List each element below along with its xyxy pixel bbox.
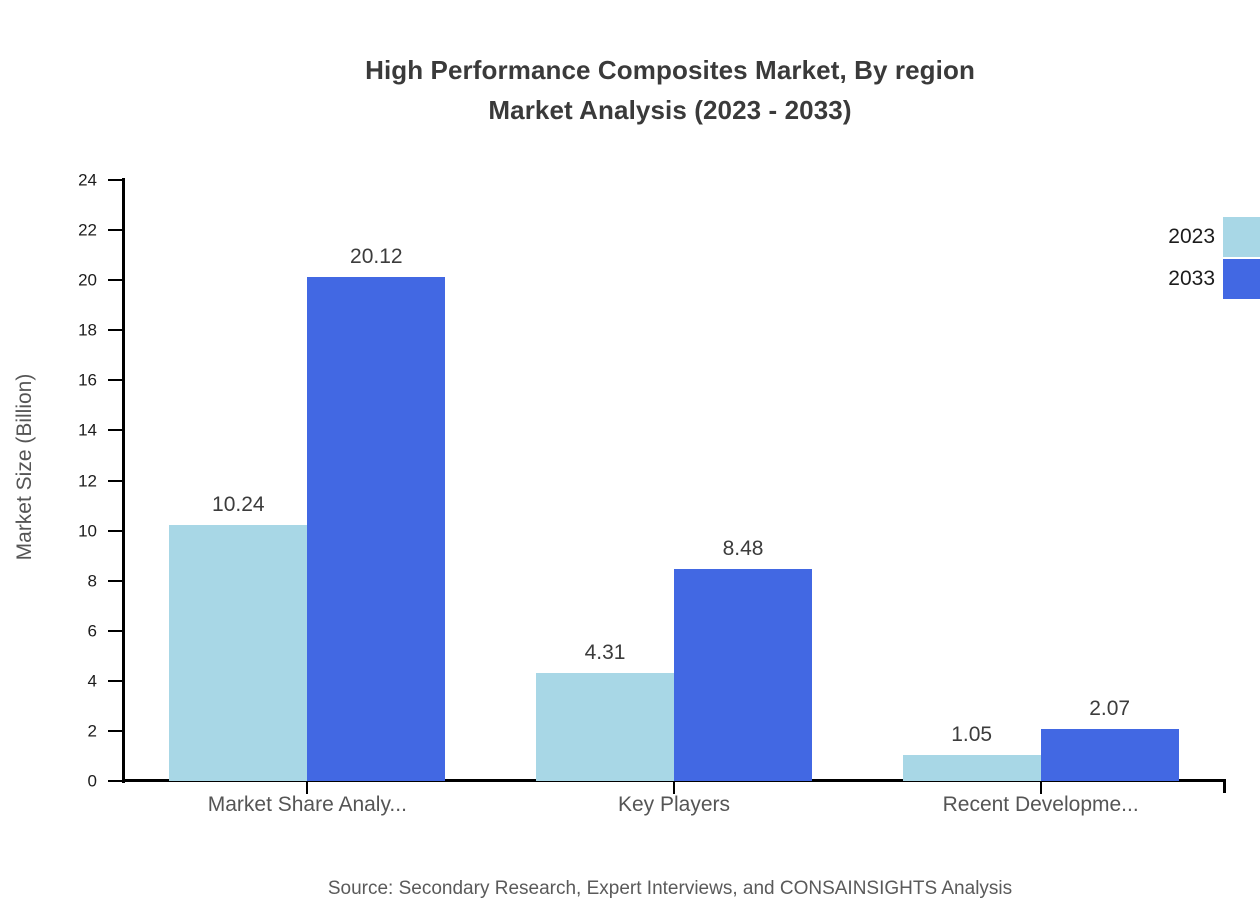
- legend-item[interactable]: 2023: [1120, 216, 1260, 258]
- x-axis-tick: [306, 781, 309, 794]
- x-axis-tick: [1039, 781, 1042, 794]
- bar-value-label: 8.48: [722, 536, 764, 560]
- bar-value-label: 1.05: [951, 722, 993, 746]
- y-axis-tick-label: 4: [87, 671, 97, 691]
- y-axis-tick-label: 0: [87, 771, 97, 791]
- bar-value-label: 20.12: [350, 245, 403, 269]
- y-axis-tick: [108, 179, 124, 181]
- bar[interactable]: [1040, 729, 1179, 781]
- x-axis-category-label: Key Players: [617, 793, 731, 816]
- y-axis-tick-label: 6: [87, 621, 97, 641]
- legend-item-label: 2023: [1168, 225, 1215, 248]
- y-axis-tick: [108, 479, 124, 482]
- x-axis-tick: [673, 781, 675, 794]
- y-axis-tick-label: 8: [87, 571, 97, 591]
- x-axis-end-cap: [1223, 779, 1226, 793]
- x-axis-category-label: Market Share Analy...: [207, 793, 407, 816]
- bar[interactable]: [536, 673, 674, 781]
- bar[interactable]: [307, 277, 446, 781]
- y-axis-tick-label: 22: [78, 220, 97, 240]
- bar-value-label: 4.31: [584, 641, 626, 665]
- y-axis-tick: [108, 629, 124, 632]
- bars-layer: 10.24 20.12 4.31 8.48 1.05 2.07: [124, 180, 1224, 781]
- legend-color-swatch: [1223, 217, 1260, 257]
- legend-item[interactable]: 2033: [1120, 258, 1260, 300]
- chart-title: High Performance Composites Market, By r…: [0, 50, 1260, 130]
- legend-color-swatch: [1223, 259, 1260, 299]
- bar[interactable]: [674, 568, 812, 781]
- y-axis-tick: [108, 429, 124, 432]
- chart-title-line-1: High Performance Composites Market, By r…: [365, 55, 975, 85]
- y-axis-tick: [108, 679, 124, 682]
- chart-title-line-2: Market Analysis (2023 - 2033): [488, 95, 852, 125]
- x-axis-category-label: Recent Developme...: [942, 793, 1139, 816]
- bar-value-label: 10.24: [212, 492, 265, 516]
- bar[interactable]: [169, 524, 308, 781]
- y-axis-tick-label: 10: [78, 521, 97, 541]
- y-axis-tick: [108, 729, 124, 732]
- y-axis-tick-label: 24: [78, 170, 97, 190]
- y-axis-tick-label: 12: [78, 471, 97, 490]
- y-axis-tick: [108, 529, 124, 532]
- y-axis-tick: [108, 579, 124, 582]
- y-axis-tick: [108, 780, 124, 782]
- bar[interactable]: [902, 754, 1041, 781]
- y-axis-tick-label: 2: [87, 721, 97, 741]
- y-axis-tick-label: 20: [78, 270, 97, 290]
- bar-value-label: 2.07: [1089, 697, 1131, 721]
- source-note: Source: Secondary Research, Expert Inter…: [327, 878, 1013, 899]
- y-axis-tick: [108, 229, 124, 232]
- chart-legend: 2023 2033: [1120, 216, 1260, 300]
- legend-item-label: 2033: [1168, 267, 1215, 290]
- y-axis-tick-label: 14: [78, 420, 97, 440]
- y-axis-tick: [108, 379, 124, 382]
- y-axis-tick-label: 16: [78, 370, 97, 390]
- y-axis-tick-label: 18: [78, 320, 97, 340]
- y-axis-tick: [108, 279, 124, 282]
- y-axis-tick: [108, 329, 124, 332]
